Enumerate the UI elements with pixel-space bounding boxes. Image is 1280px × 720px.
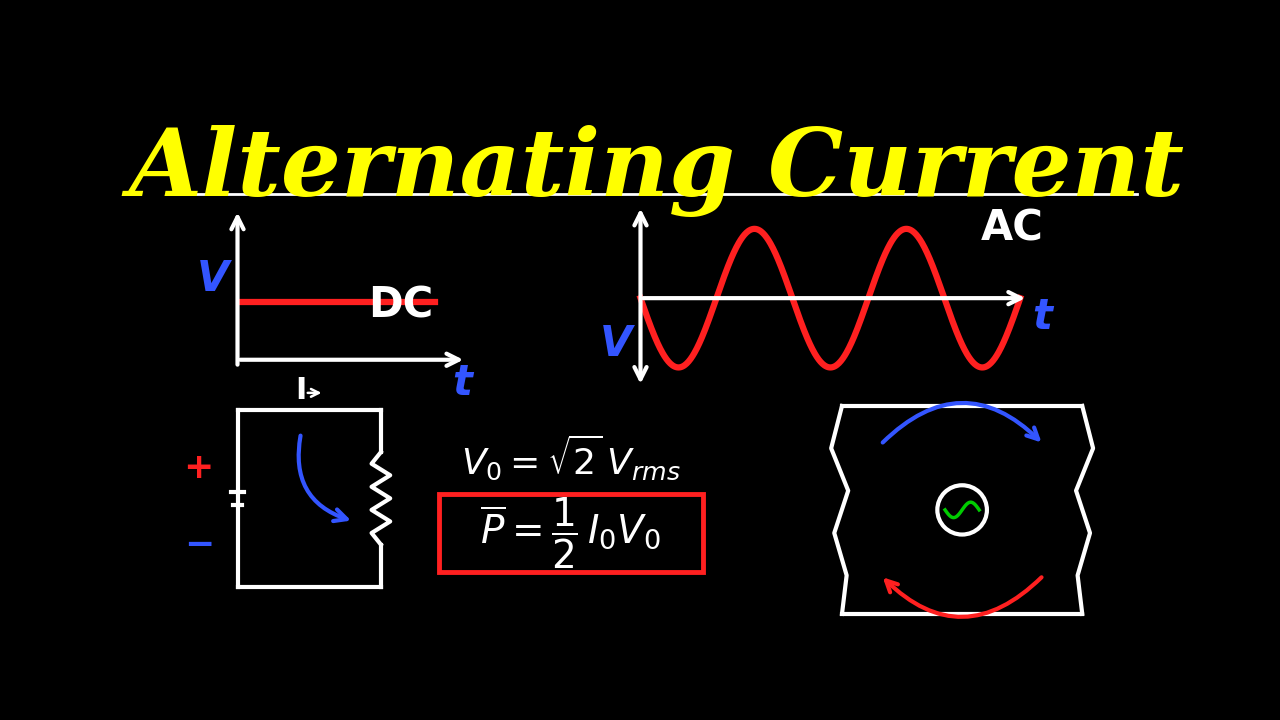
Text: $V_0 = \sqrt{2}\,V_{rms}$: $V_0 = \sqrt{2}\,V_{rms}$ [461,433,681,482]
Text: AC: AC [980,208,1044,250]
Text: V: V [599,323,632,365]
Text: I: I [296,376,307,405]
Text: t: t [452,362,472,404]
Bar [439,495,703,572]
Text: DC: DC [367,285,433,327]
Text: −: − [183,528,214,562]
Text: Alternating Current: Alternating Current [128,125,1184,217]
Text: +: + [183,451,214,485]
Text: t: t [1032,297,1052,338]
Text: V: V [197,258,229,300]
Text: $\overline{P} = \dfrac{1}{2}\,I_0 V_0$: $\overline{P} = \dfrac{1}{2}\,I_0 V_0$ [480,495,662,570]
